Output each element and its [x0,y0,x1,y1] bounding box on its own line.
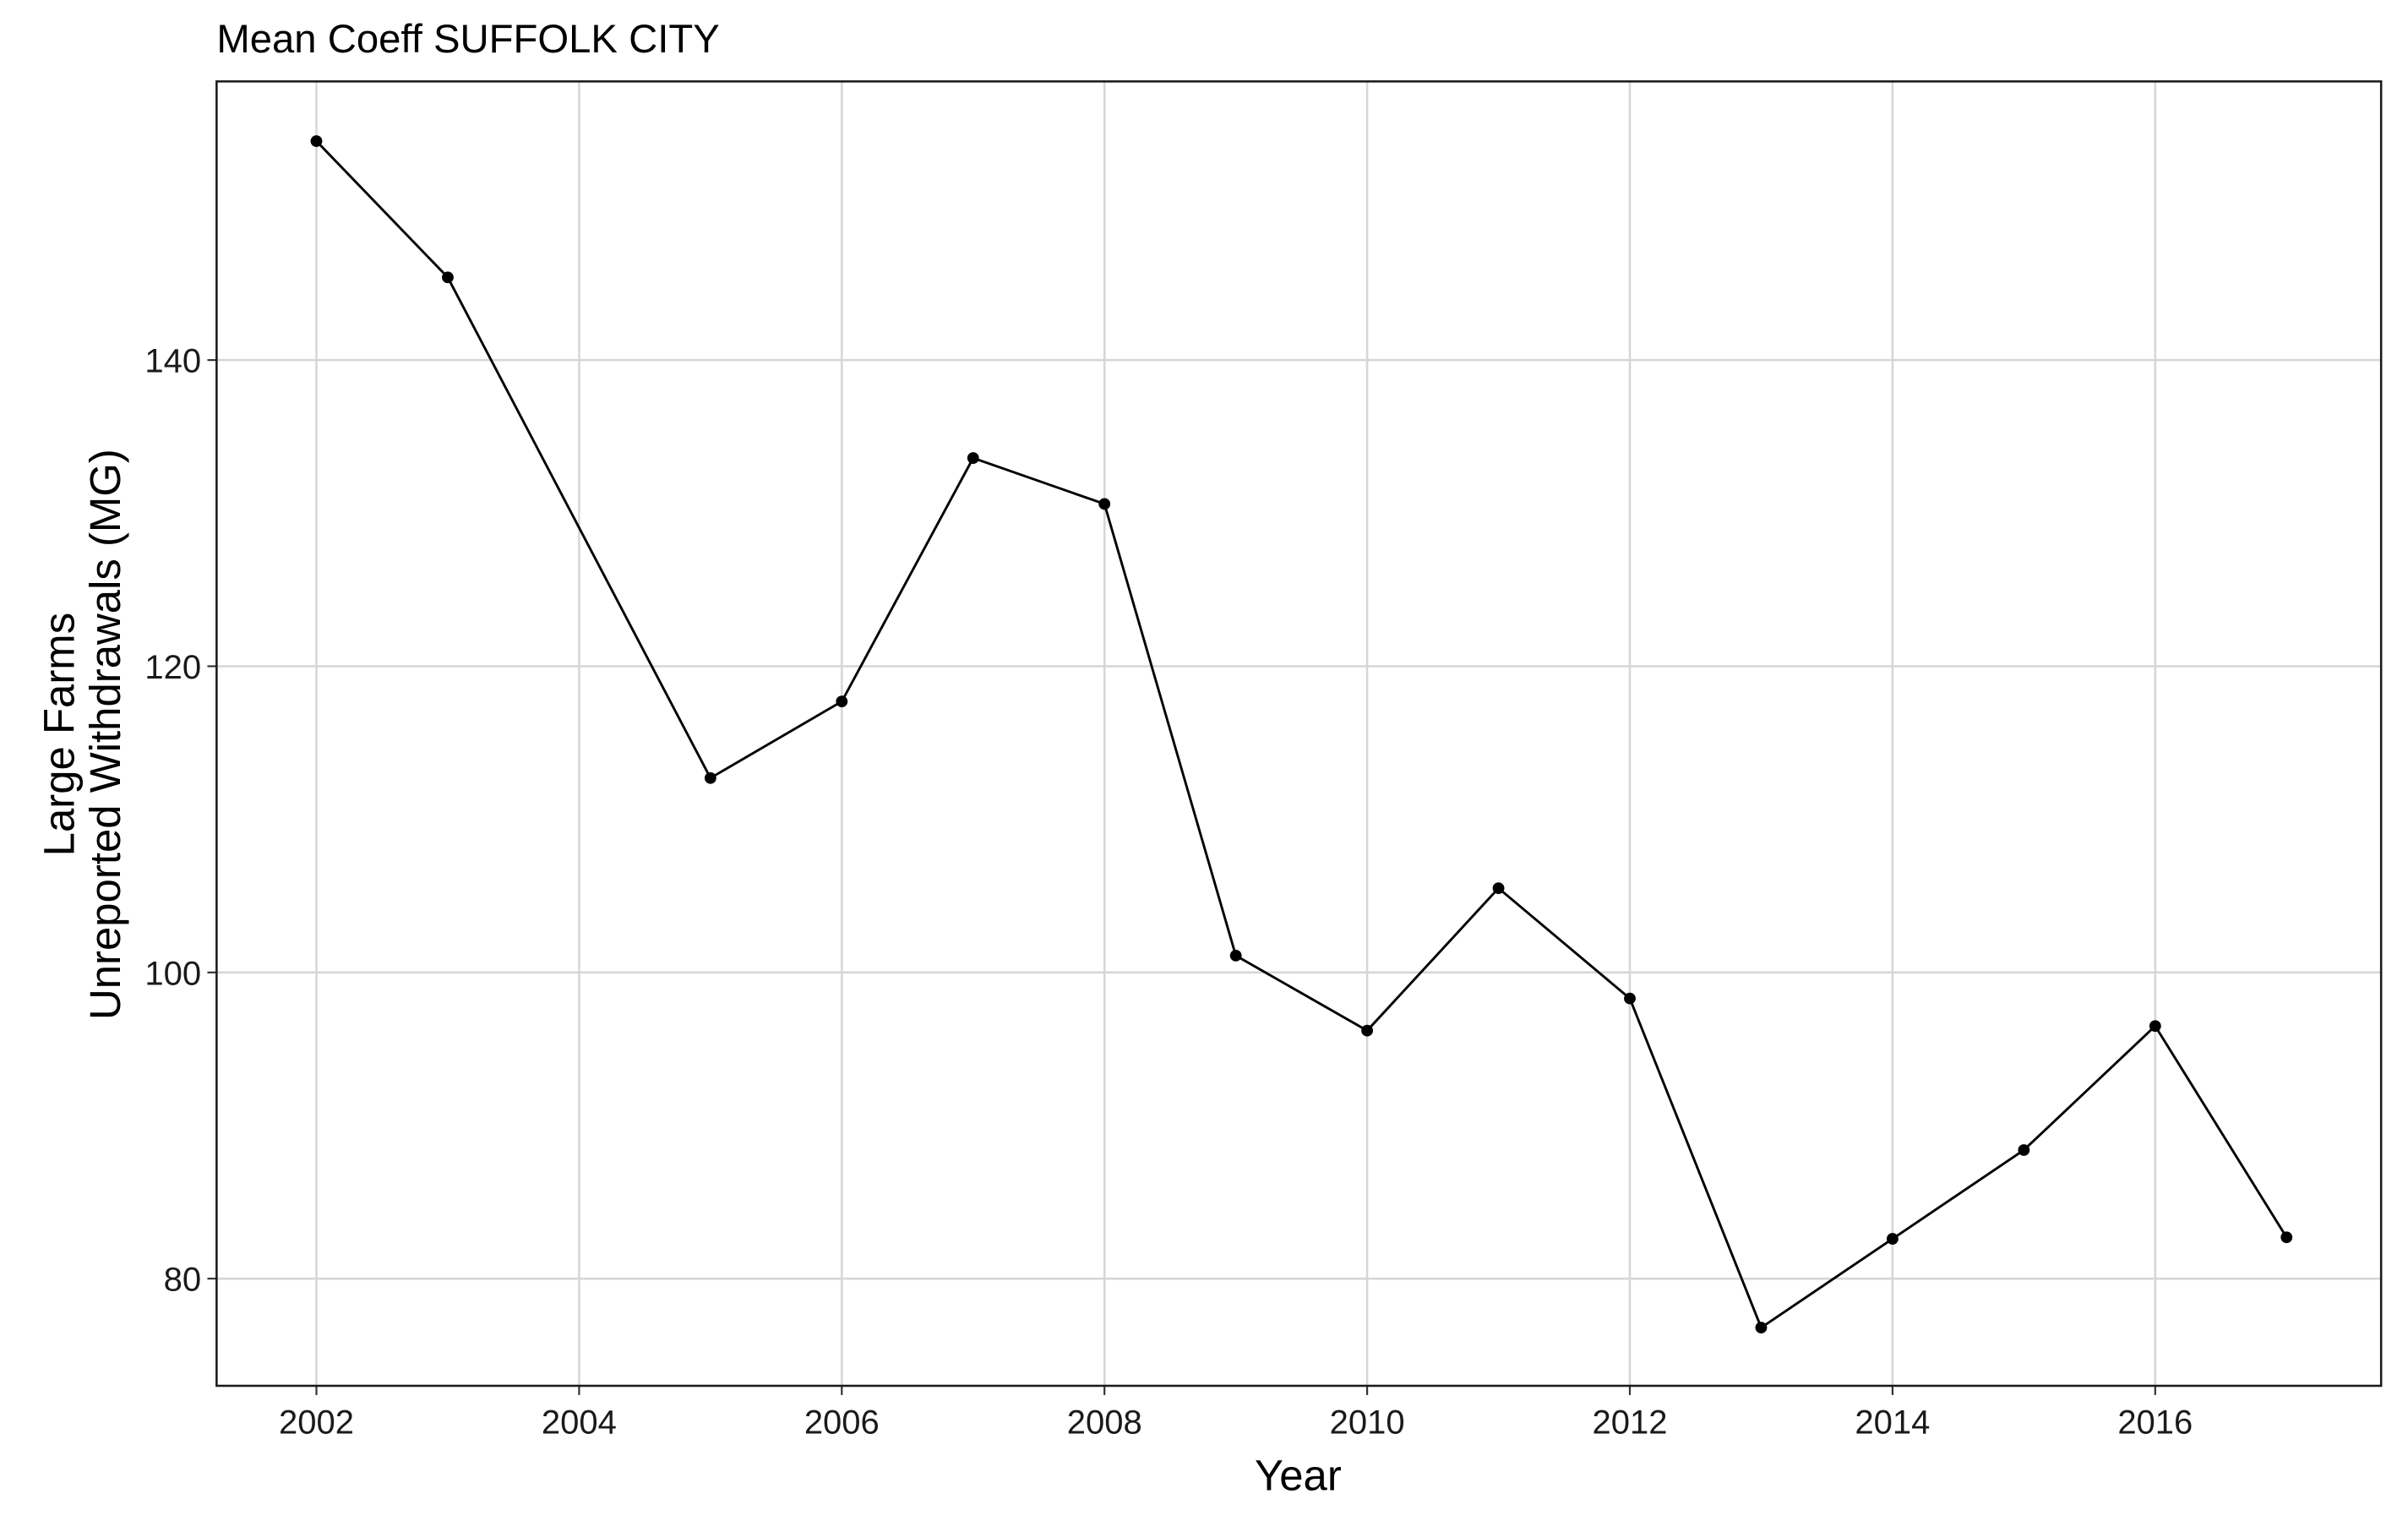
data-point [1229,949,1242,962]
x-tick-label: 2012 [1593,1404,1668,1441]
data-point [704,771,716,784]
x-tick-label: 2006 [804,1404,880,1441]
data-line [315,140,2288,1330]
x-tick-label: 2016 [2117,1404,2193,1441]
x-tick-label: 2004 [542,1404,617,1441]
x-tick-label: 2002 [279,1404,354,1441]
x-tick-label: 2014 [1855,1404,1930,1441]
data-point [1624,992,1636,1005]
y-axis-title: Large Farms [35,613,83,856]
data-point [2280,1231,2293,1244]
data-point [836,695,848,708]
x-tick-label: 2010 [1330,1404,1405,1441]
data-point [310,135,323,147]
y-tick-label: 80 [164,1262,202,1299]
data-point [1098,498,1111,510]
data-point [967,452,979,464]
data-point [2018,1144,2030,1156]
plot-border [215,80,2383,1387]
data-point [1361,1024,1374,1037]
data-point [1492,882,1505,895]
data-point [442,271,454,284]
data-point [1755,1322,1768,1334]
y-tick-label: 100 [144,955,201,992]
data-point [1886,1233,1899,1245]
y-tick-label: 120 [144,649,201,686]
x-tick-label: 2008 [1067,1404,1142,1441]
y-axis-title: Unreported Withdrawals (MG) [81,449,129,1020]
x-axis-title: Year [1255,1452,1342,1500]
y-tick-label: 140 [144,343,201,380]
chart-title: Mean Coeff SUFFOLK CITY [216,17,719,62]
data-point [2149,1020,2161,1033]
